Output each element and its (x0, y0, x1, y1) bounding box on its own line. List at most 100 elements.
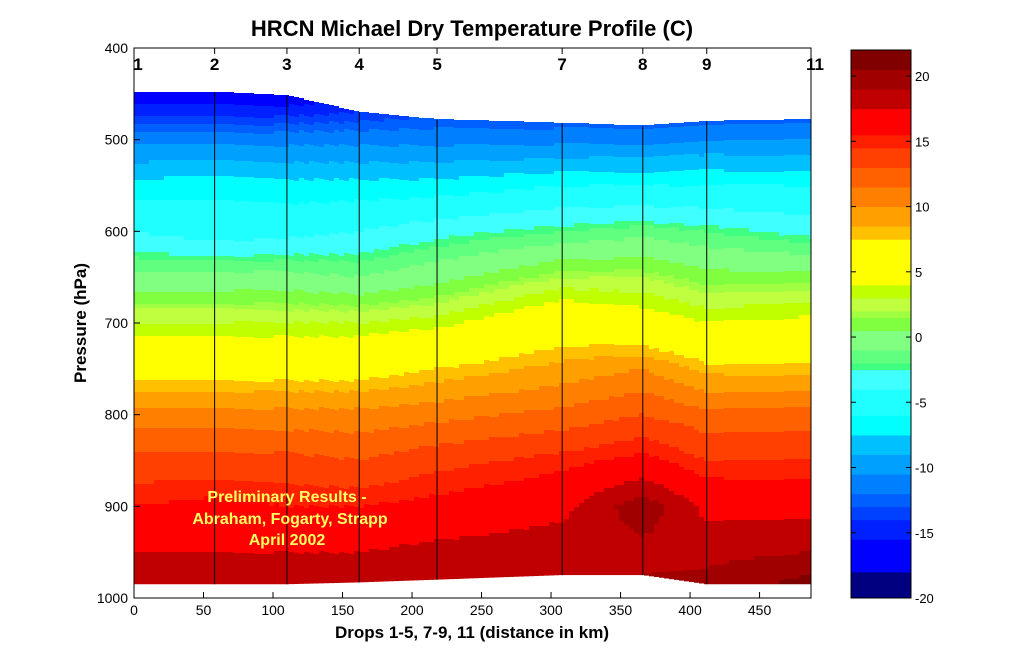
contour-cell (194, 488, 199, 492)
contour-cell (134, 340, 139, 344)
contour-cell (259, 190, 264, 194)
contour-cell (274, 407, 279, 411)
contour-cell (314, 174, 319, 178)
contour-cell (159, 296, 164, 300)
contour-cell (249, 193, 254, 197)
contour-cell (294, 341, 299, 345)
contour-cell (259, 214, 264, 218)
contour-cell (244, 477, 249, 481)
contour-cell (294, 197, 299, 201)
contour-cell (239, 173, 244, 177)
contour-cell (134, 560, 139, 564)
contour-cell (139, 120, 144, 124)
contour-cell (319, 311, 324, 315)
contour-cell (229, 128, 234, 132)
contour-cell (229, 312, 234, 316)
contour-cell (189, 284, 194, 288)
contour-cell (189, 272, 194, 276)
contour-cell (194, 556, 199, 560)
contour-cell (214, 308, 219, 312)
contour-cell (169, 548, 174, 552)
contour-cell (319, 571, 324, 575)
contour-cell (229, 432, 234, 436)
contour-cell (199, 172, 204, 176)
contour-cell (249, 169, 254, 173)
contour-cell (154, 360, 159, 364)
contour-cell (194, 536, 199, 540)
contour-cell (309, 149, 314, 153)
contour-cell (309, 213, 314, 217)
contour-cell (189, 400, 194, 404)
contour-cell (314, 186, 319, 190)
contour-cell (274, 431, 279, 435)
contour-cell (309, 409, 314, 413)
contour-cell (259, 270, 264, 274)
contour-cell (179, 188, 184, 192)
contour-cell (249, 577, 254, 581)
contour-cell (154, 320, 159, 324)
contour-cell (169, 356, 174, 360)
contour-cell (329, 229, 334, 233)
contour-cell (204, 164, 209, 168)
contour-cell (134, 232, 139, 236)
contour-cell (139, 328, 144, 332)
contour-cell (329, 313, 334, 317)
contour-cell (244, 577, 249, 581)
contour-cell (174, 560, 179, 564)
contour-cell (234, 557, 239, 561)
contour-cell (184, 400, 189, 404)
contour-cell (164, 188, 169, 192)
contour-cell (159, 468, 164, 472)
contour-cell (234, 225, 239, 229)
contour-cell (179, 120, 184, 124)
contour-cell (309, 565, 314, 569)
contour-cell (244, 421, 249, 425)
contour-cell (154, 220, 159, 224)
contour-cell (329, 369, 334, 373)
contour-cell (319, 503, 324, 507)
contour-cell (324, 132, 329, 136)
contour-cell (164, 500, 169, 504)
contour-cell (209, 212, 214, 216)
contour-cell (229, 448, 234, 452)
contour-cell (289, 392, 294, 396)
contour-cell (179, 260, 184, 264)
contour-cell (204, 528, 209, 532)
contour-cell (239, 249, 244, 253)
contour-cell (264, 170, 269, 174)
contour-cell (219, 484, 224, 488)
contour-cell (159, 376, 164, 380)
contour-cell (224, 272, 229, 276)
contour-cell (239, 405, 244, 409)
contour-cell (239, 365, 244, 369)
contour-cell (174, 380, 179, 384)
contour-cell (184, 264, 189, 268)
contour-cell (254, 314, 259, 318)
contour-cell (319, 471, 324, 475)
contour-cell (199, 296, 204, 300)
contour-cell (219, 448, 224, 452)
contour-cell (274, 487, 279, 491)
contour-cell (264, 350, 269, 354)
contour-cell (159, 452, 164, 456)
contour-cell (174, 340, 179, 344)
contour-cell (319, 379, 324, 383)
contour-cell (269, 174, 274, 178)
contour-cell (289, 256, 294, 260)
contour-cell (329, 253, 334, 257)
contour-cell (144, 472, 149, 476)
contour-cell (244, 181, 249, 185)
contour-cell (264, 138, 269, 142)
contour-cell (179, 560, 184, 564)
contour-cell (259, 546, 264, 550)
contour-cell (274, 319, 279, 323)
contour-cell (199, 120, 204, 124)
contour-cell (189, 240, 194, 244)
contour-cell (244, 489, 249, 493)
contour-cell (159, 352, 164, 356)
contour-cell (279, 119, 284, 123)
contour-cell (134, 464, 139, 468)
contour-cell (239, 277, 244, 281)
contour-cell (204, 520, 209, 524)
contour-cell (314, 158, 319, 162)
